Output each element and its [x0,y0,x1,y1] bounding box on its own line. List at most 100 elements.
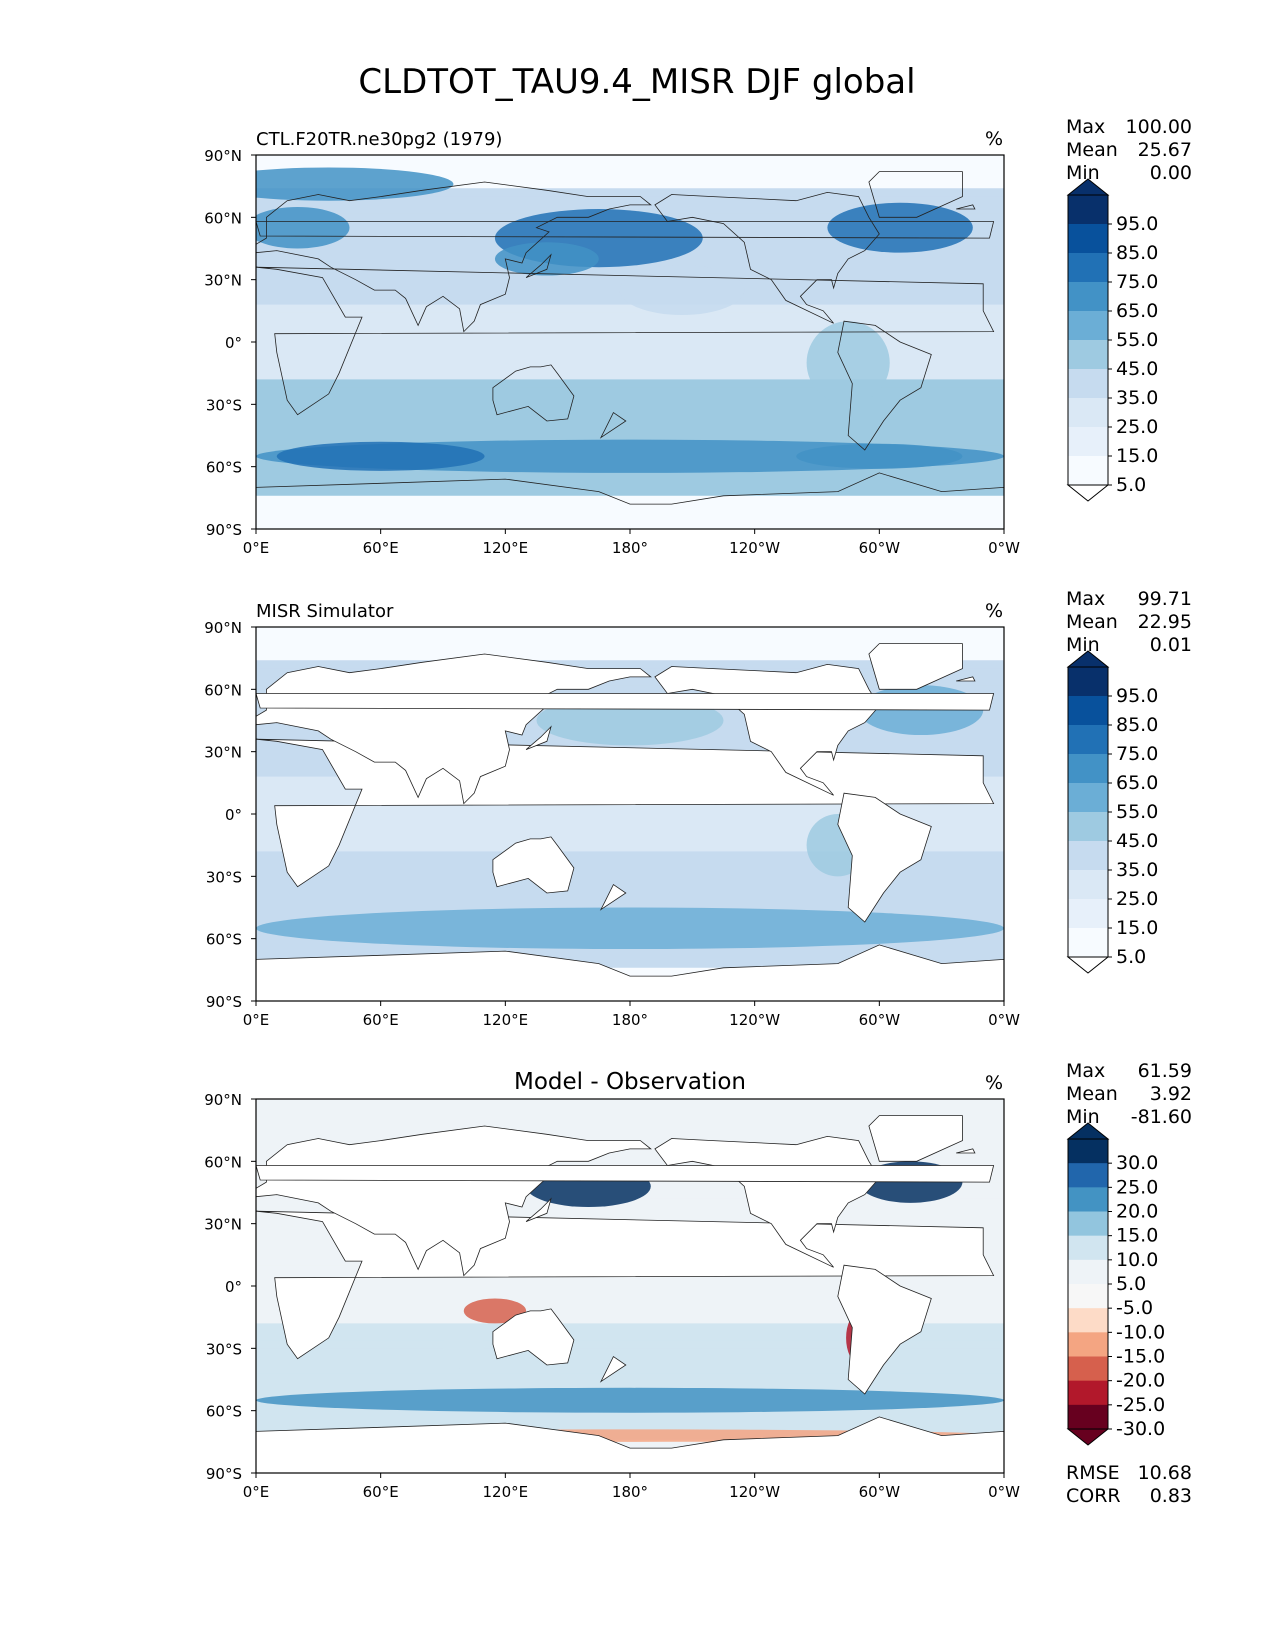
coastline [956,676,976,682]
lat-tick-label: 90°N [204,147,242,165]
lat-tick-label: 30°S [206,1340,242,1358]
colorbar-tick-label: 25.0 [1116,1176,1158,1198]
coastline [837,320,932,451]
coastline [599,884,627,911]
field-band [256,818,1004,827]
colorbar-tick-label: 20.0 [1116,1201,1158,1223]
stat-value: 0.01 [1150,634,1192,656]
colorbar-swatch [1068,1187,1108,1212]
field-band [256,951,1004,960]
colorbar-tick-label: 25.0 [1116,416,1158,438]
field-band [256,884,1004,894]
coastline [256,1210,995,1360]
field-band [256,1423,1004,1432]
colorbar-swatch [1068,340,1108,370]
colorbar-tick-label: 65.0 [1116,772,1158,794]
units-label: % [985,600,1003,622]
field-band [256,504,1004,513]
field-band [256,371,1004,380]
coastline [837,792,932,923]
field-band [256,851,1004,861]
field-anomaly [796,443,963,469]
colorbar-swatch [1068,1356,1108,1382]
colorbar-tick-label: 75.0 [1116,743,1158,765]
field-band [256,1157,1004,1166]
colorbar-swatch [1068,841,1108,871]
field-band [256,834,1004,844]
units-label: % [985,1072,1003,1094]
colorbar-swatch [1068,1404,1108,1430]
coastline [256,653,652,805]
map-panel-2: Model - Observation % 90°N 60°N 30°N 0° 30°S 60… [204,1060,1192,1507]
stat-label: Max [1066,1060,1105,1082]
field-band [256,843,1004,852]
colorbar-swatch [1068,224,1108,254]
lat-tick-label: 30°N [204,744,242,762]
lat-tick-label: 60°N [204,1153,242,1171]
colorbar-tick-label: 10.0 [1116,1249,1158,1271]
lat-tick-label: 0° [225,334,242,352]
stat-value: 25.67 [1138,139,1192,161]
colorbar-swatch [1068,1235,1108,1261]
field-band [256,1373,1004,1383]
field-band [256,155,1004,164]
coastline [256,738,995,888]
field-band [256,1207,1004,1216]
stat-value: 99.71 [1138,588,1192,610]
lon-tick-label: 0°W [988,1011,1020,1029]
colorbar-tick-label: 15.0 [1116,1225,1158,1247]
figure-title: CLDTOT_TAU9.4_MISR DJF global [358,62,915,102]
footer-stat-value: 10.68 [1138,1462,1192,1484]
lat-tick-label: 60°S [206,459,242,477]
stat-label: Max [1066,116,1105,138]
colorbar-tick-label: -30.0 [1116,1418,1165,1440]
map-panel-0: CTL.F20TR.ne30pg2 (1979) % 90°N 60°N 30°N 0° 3… [204,116,1192,557]
field-band [256,643,1004,653]
field-band [256,1331,1004,1341]
colorbar-swatch [1068,311,1108,341]
coastline [868,643,963,690]
coastline [868,1115,963,1162]
stat-value: 3.92 [1150,1083,1192,1105]
field-band [256,651,1004,661]
field-band [256,892,1004,902]
field-band [256,429,1004,439]
field-band [256,1298,1004,1308]
field-band [256,412,1004,422]
field-band [256,809,1004,819]
coastline [525,725,552,750]
field-layer [256,155,1004,529]
coastline [256,1165,995,1183]
colorbar-tick-label: 5.0 [1116,946,1146,968]
field-band [256,1290,1004,1299]
stat-label: Mean [1066,1083,1118,1105]
colorbar-tick-label: 30.0 [1116,1152,1158,1174]
field-band [256,1132,1004,1142]
colorbar-tick-label: 75.0 [1116,271,1158,293]
field-layer [256,627,1004,1001]
colorbar-swatch [1068,195,1108,225]
lat-tick-label: 30°S [206,396,242,414]
lon-tick-label: 60°W [859,539,901,557]
field-band [256,1381,1004,1391]
coastline [256,221,995,239]
field-band [256,1099,1004,1108]
colorbar-tick-label: -15.0 [1116,1346,1165,1368]
field-band [256,487,1004,497]
colorbar-tick-label: 55.0 [1116,801,1158,823]
field-band [256,495,1004,505]
colorbar-tick-label: 55.0 [1116,329,1158,351]
coastline [256,693,995,711]
panel-title: CTL.F20TR.ne30pg2 (1979) [256,129,502,150]
coastline [492,1308,575,1366]
colorbar-swatch [1068,1332,1108,1357]
colorbar-tick-label: 15.0 [1116,917,1158,939]
field-band [256,1340,1004,1349]
coastline [837,1264,932,1395]
field-anomaly [256,206,350,249]
field-band [256,379,1004,389]
field-band [256,959,1004,969]
coastline [256,1125,652,1277]
coastline [256,181,652,333]
